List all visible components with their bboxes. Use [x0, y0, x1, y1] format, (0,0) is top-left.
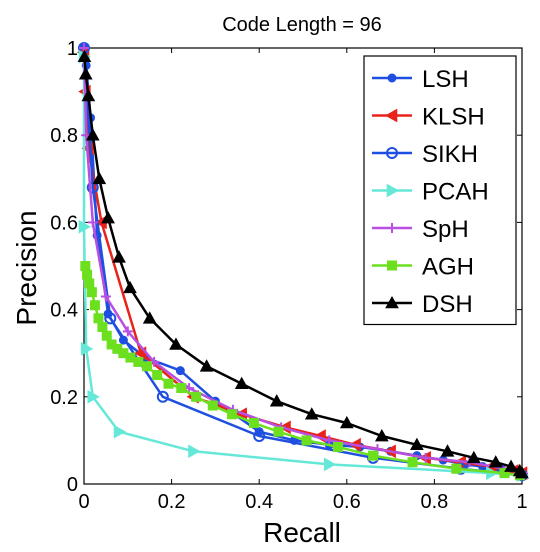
data-point-agh [86, 287, 97, 298]
data-point-agh [84, 278, 95, 289]
data-point-pcah [87, 389, 100, 404]
data-point-pcah [323, 457, 337, 472]
legend-label-sph: SpH [422, 216, 469, 243]
data-point-dsh [92, 171, 107, 185]
data-point-sikh [253, 430, 266, 443]
data-point-dsh [515, 466, 529, 479]
data-point-dsh [78, 67, 93, 80]
data-point-sph [420, 452, 431, 463]
data-point-dsh [234, 376, 249, 390]
data-point-agh [133, 356, 144, 367]
x-tick-label: 0 [78, 491, 89, 513]
data-point-agh [368, 450, 379, 461]
legend-marker-klsh [384, 108, 398, 123]
legend-marker-pcah [386, 183, 400, 198]
data-point-dsh [85, 128, 100, 141]
data-point-dsh [269, 394, 284, 407]
legend-marker-dsh [385, 295, 399, 309]
data-point-agh [82, 269, 93, 280]
chart-title: Code Length = 96 [222, 14, 382, 36]
legend-label-pcah: PCAH [422, 179, 489, 206]
data-point-agh [80, 261, 91, 271]
data-point-agh [191, 391, 202, 402]
data-point-pcah [113, 424, 127, 439]
y-tick-label: 0.8 [50, 125, 78, 147]
data-point-dsh [77, 49, 92, 63]
y-tick-label: 1 [67, 38, 78, 60]
x-tick-label: 1 [516, 491, 527, 513]
legend-marker-agh [387, 260, 397, 271]
data-point-dsh [466, 450, 481, 464]
legend-marker-sikh [386, 147, 398, 159]
data-point-agh [227, 409, 238, 420]
legend-label-lsh: LSH [422, 66, 469, 93]
data-point-sikh [86, 181, 99, 194]
y-tick-label: 0.6 [50, 212, 78, 234]
data-point-sph [122, 326, 133, 337]
data-point-sph [87, 217, 98, 228]
x-tick-label: 0.8 [420, 491, 448, 513]
data-point-dsh [410, 437, 424, 451]
y-tick-label: 0.4 [50, 300, 78, 322]
data-point-sph [100, 291, 111, 302]
data-point-agh [101, 330, 112, 341]
data-point-dsh [440, 444, 455, 457]
legend-label-sikh: SIKH [422, 141, 478, 168]
data-point-agh [407, 457, 418, 468]
data-point-agh [152, 370, 163, 380]
data-point-dsh [81, 88, 96, 102]
data-point-sikh [156, 390, 169, 403]
data-point-agh [89, 300, 100, 311]
data-point-dsh [374, 429, 389, 442]
legend-marker-sph [387, 223, 397, 233]
data-point-dsh [123, 280, 137, 294]
x-tick-label: 0.6 [333, 491, 361, 513]
data-point-sph [324, 435, 335, 446]
data-point-dsh [112, 250, 126, 263]
legend-label-dsh: DSH [422, 291, 473, 318]
data-point-dsh [339, 415, 354, 429]
data-point-dsh [199, 359, 214, 372]
x-tick-label: 0.4 [245, 491, 273, 513]
legend-marker-lsh [387, 73, 397, 83]
data-point-agh [176, 383, 187, 394]
series-agh [80, 261, 525, 481]
series-dsh [77, 49, 529, 479]
y-tick-label: 0 [67, 474, 78, 496]
data-point-agh [273, 426, 284, 437]
data-point-dsh [304, 407, 319, 420]
y-tick-label: 0.2 [50, 387, 78, 409]
data-point-agh [97, 322, 108, 333]
data-point-agh [142, 361, 153, 372]
data-point-dsh [488, 455, 503, 468]
data-point-dsh [101, 211, 115, 224]
data-point-sikh [104, 312, 117, 325]
data-point-pcah [78, 219, 92, 234]
data-point-agh [163, 378, 174, 389]
x-axis-title: Recall [263, 517, 341, 548]
y-axis-title: Precision [11, 210, 42, 325]
legend-label-agh: AGH [422, 254, 474, 281]
data-point-dsh [169, 337, 183, 350]
data-point-agh [301, 435, 312, 446]
data-point-pcah [188, 444, 201, 459]
data-point-pcah [80, 341, 94, 356]
data-point-lsh [175, 366, 185, 376]
legend-label-klsh: KLSH [422, 104, 485, 131]
data-point-agh [93, 313, 104, 324]
data-point-agh [451, 463, 462, 474]
data-point-agh [207, 400, 218, 411]
data-point-dsh [504, 459, 518, 472]
data-point-agh [499, 468, 510, 479]
data-point-agh [248, 417, 259, 428]
data-point-agh [333, 441, 344, 452]
data-point-dsh [142, 311, 157, 324]
x-tick-label: 0.2 [158, 491, 186, 513]
